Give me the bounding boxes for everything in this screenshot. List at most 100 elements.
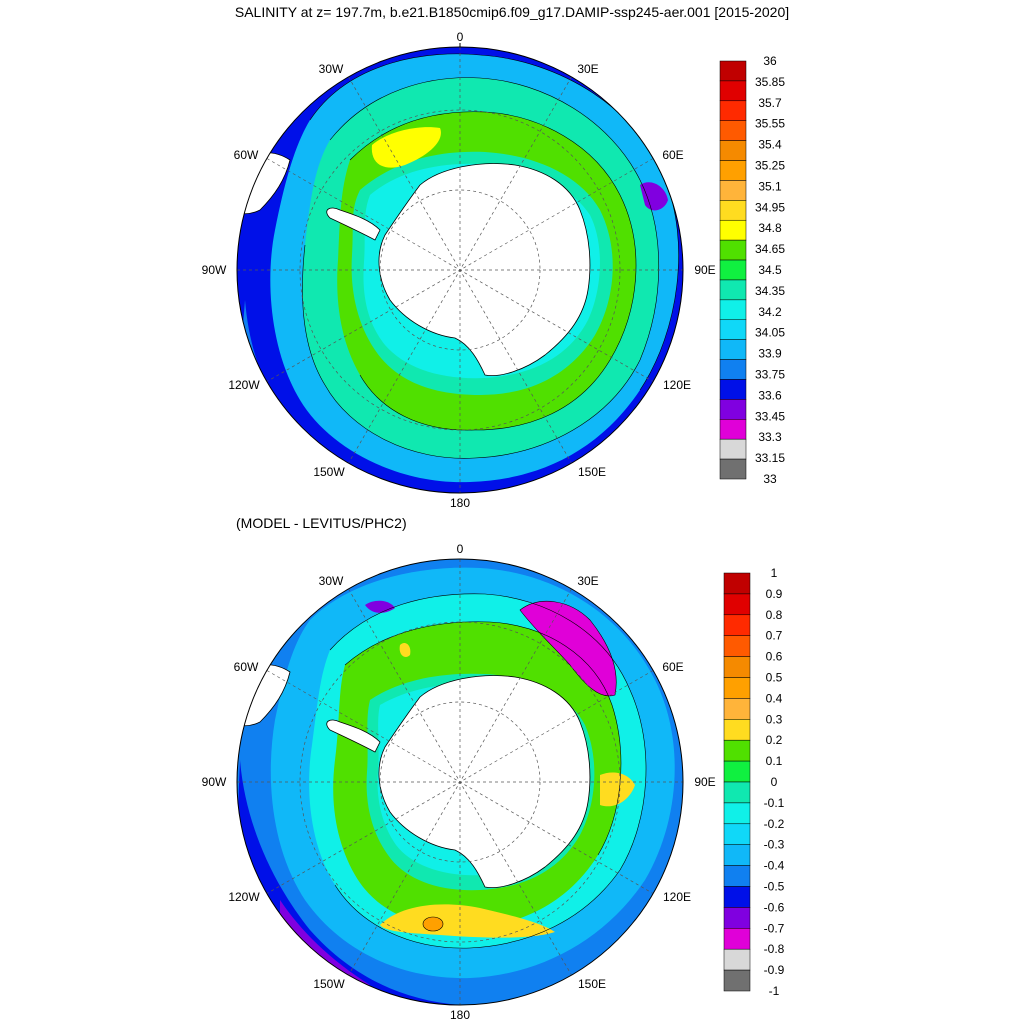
difference-map[interactable]: [230, 552, 690, 1012]
salinity-colorbar-label: 33.6: [758, 388, 782, 402]
difference-colorbar-label: 0.7: [766, 629, 783, 643]
difference-colorbar-swatch: [723, 593, 751, 616]
salinity-colorbar-swatch: [719, 458, 747, 480]
top-lon-label-120e: 120E: [663, 378, 691, 392]
difference-colorbar-swatch: [723, 928, 751, 950]
difference-colorbar-swatch: [723, 719, 751, 741]
difference-colorbar-label: -0.4: [764, 859, 785, 873]
bottom-lon-label-90w: 90W: [202, 775, 227, 789]
difference-colorbar-swatch: [723, 614, 751, 636]
salinity-colorbar-label: 34.5: [758, 263, 782, 277]
bottom-lon-label-90e: 90E: [694, 775, 715, 789]
salinity-colorbar-label: 33.9: [758, 347, 782, 361]
salinity-colorbar: 36 35.85 35.7 35.55 35.4 35.25 35.1 34.95 34.8 34…: [719, 54, 785, 486]
difference-colorbar-swatch: [723, 635, 751, 657]
plot-title: SALINITY at z= 197.7m, b.e21.B1850cmip6.…: [234, 4, 790, 20]
difference-colorbar-swatch: [723, 802, 751, 825]
difference-colorbar-label: -0.2: [764, 817, 785, 831]
salinity-colorbar-swatch: [719, 279, 747, 301]
salinity-colorbar-label: 34.35: [755, 284, 785, 298]
salinity-colorbar-label: 35.7: [758, 96, 782, 110]
difference-colorbar-swatch: [723, 739, 751, 762]
difference-colorbar-label: -1: [769, 984, 780, 998]
difference-colorbar-label: 0: [771, 775, 778, 789]
difference-colorbar-label: 0.3: [766, 712, 783, 726]
difference-colorbar-swatch: [723, 781, 751, 804]
salinity-colorbar-swatch: [719, 359, 747, 380]
salinity-colorbar-swatch: [719, 379, 747, 400]
salinity-colorbar-label: 33.75: [755, 368, 785, 382]
difference-colorbar-swatch: [723, 572, 751, 595]
bottom-lon-label-150w: 150W: [313, 977, 345, 991]
salinity-colorbar-label: 36: [763, 54, 777, 68]
salinity-colorbar-swatch: [719, 180, 747, 201]
salinity-colorbar-swatch: [719, 100, 747, 121]
salinity-colorbar-swatch: [719, 259, 747, 281]
bottom-lon-label-180: 180: [450, 1008, 470, 1022]
salinity-colorbar-label: 34.8: [758, 221, 782, 235]
difference-colorbar-label: 0.9: [766, 587, 783, 601]
bottom-lon-label-60w: 60W: [234, 660, 259, 674]
difference-colorbar-label: 0.5: [766, 671, 783, 685]
difference-colorbar-label: -0.8: [764, 942, 785, 956]
bottom-lon-label-0: 0: [457, 542, 464, 556]
top-lon-label-0: 0: [457, 30, 464, 44]
salinity-colorbar-swatch: [719, 239, 747, 261]
salinity-colorbar-label: 33.45: [755, 409, 785, 423]
top-lon-label-60w: 60W: [234, 148, 259, 162]
difference-colorbar-swatch: [723, 948, 751, 971]
salinity-colorbar-label: 34.95: [755, 200, 785, 214]
salinity-colorbar-label: 35.1: [758, 179, 782, 193]
salinity-colorbar-label: 33.15: [755, 451, 785, 465]
salinity-colorbar-swatch: [719, 399, 747, 420]
salinity-colorbar-swatch: [719, 200, 747, 221]
top-lon-label-150w: 150W: [313, 465, 345, 479]
salinity-colorbar-label: 33.3: [758, 430, 782, 444]
salinity-colorbar-swatch: [719, 299, 747, 321]
top-lon-label-30e: 30E: [577, 62, 598, 76]
difference-colorbar-swatch: [723, 969, 751, 992]
difference-colorbar-label: 0.8: [766, 608, 783, 622]
top-lon-label-30w: 30W: [319, 62, 344, 76]
difference-colorbar-swatch: [723, 677, 751, 699]
salinity-colorbar-label: 34.05: [755, 326, 785, 340]
difference-colorbar-label: -0.7: [764, 921, 785, 935]
salinity-colorbar-swatch: [719, 419, 747, 440]
salinity-map[interactable]: [230, 40, 690, 500]
difference-colorbar-swatch: [723, 698, 751, 720]
difference-colorbar-label: -0.6: [764, 900, 785, 914]
salinity-colorbar-label: 35.85: [755, 75, 785, 89]
bottom-lon-label-120e: 120E: [663, 890, 691, 904]
salinity-colorbar-swatch: [719, 140, 747, 161]
difference-colorbar-swatch: [723, 760, 751, 783]
top-lon-label-150e: 150E: [578, 465, 606, 479]
salinity-colorbar-swatch: [719, 160, 747, 181]
salinity-colorbar-label: 35.55: [755, 117, 785, 131]
bottom-lon-label-30e: 30E: [577, 574, 598, 588]
top-lon-label-90w: 90W: [202, 263, 227, 277]
salinity-colorbar-swatch: [719, 80, 747, 102]
difference-colorbar: 1 0.9 0.8 0.7 0.6 0.5 0.4 0.3 0.2 0.1 0 -0.1 -0.2 -0.…: [723, 566, 785, 998]
difference-colorbar-swatch: [723, 656, 751, 678]
difference-colorbar-swatch: [723, 886, 751, 908]
difference-colorbar-label: 0.6: [766, 650, 783, 664]
bottom-lon-label-120w: 120W: [228, 890, 260, 904]
salinity-colorbar-label: 35.4: [758, 138, 782, 152]
top-lon-label-60e: 60E: [662, 148, 683, 162]
salinity-colorbar-label: 34.2: [758, 305, 782, 319]
salinity-colorbar-swatch: [719, 339, 747, 360]
salinity-colorbar-label: 33: [763, 472, 777, 486]
bottom-lon-label-150e: 150E: [578, 977, 606, 991]
bottom-lon-label-60e: 60E: [662, 660, 683, 674]
difference-colorbar-label: -0.3: [764, 838, 785, 852]
salinity-colorbar-swatch: [719, 438, 747, 460]
salinity-colorbar-swatch: [719, 219, 747, 241]
difference-colorbar-label: 0.2: [766, 733, 783, 747]
salinity-colorbar-swatch: [719, 120, 747, 141]
difference-colorbar-label: 0.1: [766, 754, 783, 768]
difference-colorbar-label: -0.9: [764, 963, 785, 977]
salinity-colorbar-label: 34.65: [755, 242, 785, 256]
difference-colorbar-label: 1: [771, 566, 778, 580]
salinity-colorbar-swatch: [719, 60, 747, 82]
